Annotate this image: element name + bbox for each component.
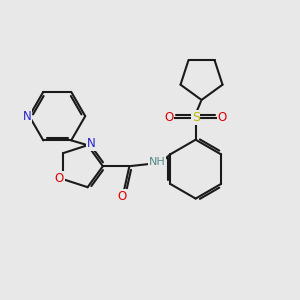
Text: NH: NH: [149, 157, 166, 167]
Text: O: O: [218, 111, 227, 124]
Text: O: O: [164, 111, 174, 124]
Text: N: N: [87, 137, 95, 150]
Text: O: O: [55, 172, 64, 185]
Text: N: N: [22, 110, 31, 123]
Text: O: O: [118, 190, 127, 203]
Text: S: S: [192, 111, 200, 124]
